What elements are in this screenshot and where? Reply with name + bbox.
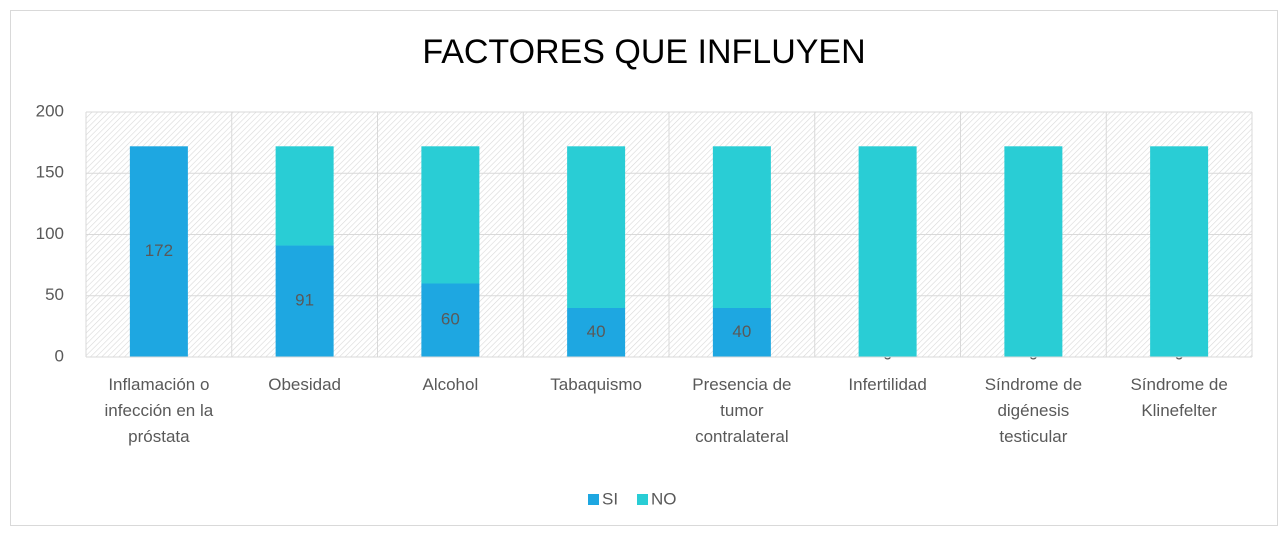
y-tick-label: 50: [45, 285, 64, 304]
legend-label: SI: [602, 489, 618, 508]
legend-swatch: [588, 494, 599, 505]
data-label: 40: [732, 322, 751, 341]
y-tick-label: 150: [36, 163, 64, 182]
data-label: 40: [587, 322, 606, 341]
bar-segment: [567, 308, 626, 357]
data-label: 91: [295, 291, 314, 310]
bar-segment: [275, 146, 334, 246]
bar-segment: [712, 308, 771, 357]
x-tick-label: Infertilidad: [848, 375, 927, 394]
bar-segment: [421, 146, 480, 284]
x-tick-label: Presencia de tumor contralateral: [692, 375, 792, 446]
data-label: 60: [441, 310, 460, 329]
x-tick-label: Alcohol: [422, 375, 479, 394]
bar-segment: [858, 146, 917, 357]
x-tick-label: Inflamación o infección en la próstata: [104, 375, 214, 446]
x-tick-label: Síndrome de digénesis testicular: [984, 375, 1083, 446]
bar-segment: [1004, 146, 1063, 357]
y-tick-label: 100: [36, 224, 64, 243]
bar-segment: [567, 146, 626, 308]
y-tick-label: 200: [36, 101, 64, 120]
data-label: 172: [145, 241, 173, 260]
legend-swatch: [637, 494, 648, 505]
x-tick-label: Obesidad: [268, 375, 342, 394]
bar-segment: [129, 146, 188, 357]
bar-segment: [712, 146, 771, 308]
y-tick-label: 0: [55, 346, 64, 365]
x-tick-label: Síndrome de Klinefelter: [1130, 375, 1228, 420]
bar-segment: [421, 283, 480, 357]
bar-segment: [275, 245, 334, 357]
bar-segment: [1150, 146, 1209, 357]
chart-title: FACTORES QUE INFLUYEN: [422, 33, 865, 71]
x-tick-label: Tabaquismo: [550, 375, 642, 394]
legend-label: NO: [651, 489, 677, 508]
